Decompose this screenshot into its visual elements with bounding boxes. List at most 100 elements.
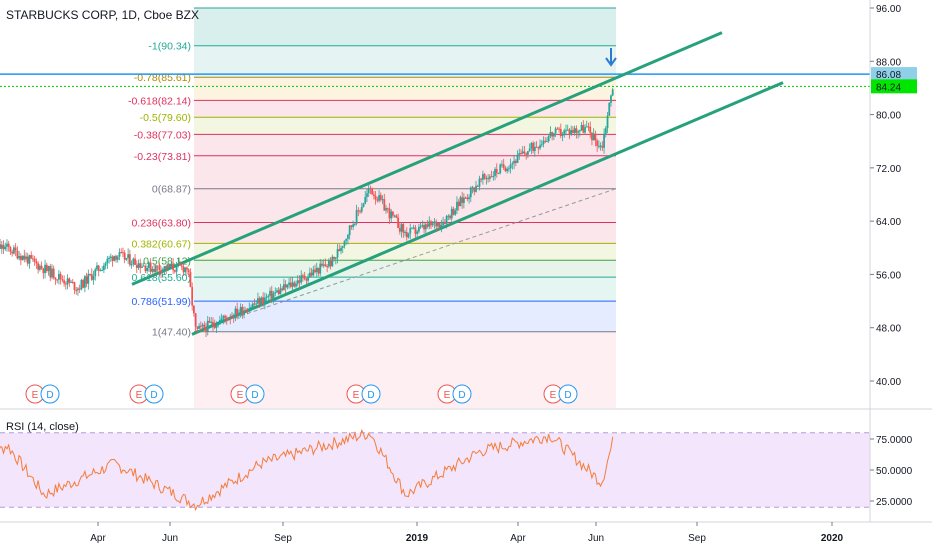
- candle-body: [141, 266, 143, 268]
- candle-body: [11, 251, 14, 254]
- candle-body: [433, 221, 436, 224]
- candle-body: [308, 272, 311, 277]
- candle-body: [397, 217, 400, 229]
- candle-body: [87, 273, 90, 284]
- candle-body: [369, 188, 372, 190]
- candle-body: [417, 226, 420, 232]
- candle-body: [217, 324, 220, 326]
- candle-body: [33, 258, 36, 262]
- fib-zone: [194, 45, 616, 78]
- candle-body: [582, 125, 585, 133]
- candle-body: [82, 279, 85, 288]
- price-tick-label: 40.00: [876, 377, 901, 388]
- candle-body: [246, 310, 249, 312]
- fib-label: -1(90.34): [148, 41, 191, 53]
- candle-body: [603, 133, 605, 148]
- candle-body: [54, 277, 57, 280]
- dividend-letter: D: [46, 390, 53, 401]
- fib-label: 0.786(51.99): [131, 296, 191, 308]
- dividend-marker[interactable]: [452, 384, 472, 404]
- candle-body: [527, 151, 529, 155]
- price-badge: [871, 79, 917, 94]
- candle-body: [63, 280, 66, 284]
- channel-upper-line[interactable]: [131, 31, 723, 286]
- dividend-letter: D: [367, 390, 374, 401]
- candle-body: [544, 140, 547, 142]
- candle-body: [385, 208, 387, 211]
- candle-body: [116, 256, 119, 260]
- candle-body: [367, 188, 370, 194]
- rsi-tick-label: 75.0000: [876, 435, 913, 446]
- candle-body: [442, 222, 445, 226]
- candle-body: [409, 228, 412, 234]
- price-badge: [871, 67, 917, 82]
- channel-lower-line[interactable]: [191, 81, 784, 336]
- candle-body: [218, 320, 221, 325]
- candle-body: [554, 128, 557, 134]
- candle-body: [300, 275, 303, 283]
- candle-body: [236, 308, 239, 316]
- candle-body: [210, 321, 213, 323]
- candle-body: [212, 321, 214, 326]
- candle-body: [64, 283, 67, 285]
- rsi-band: [0, 432, 870, 508]
- candle-body: [18, 256, 21, 259]
- fib-zone: [194, 117, 616, 135]
- candle-body: [161, 269, 164, 273]
- price-axis[interactable]: 96.00 88.00 80.00 72.00 64.00 56.00 48.00 40.00…: [870, 4, 917, 388]
- candle-body: [511, 163, 514, 165]
- candle-body: [307, 276, 310, 281]
- candle-body: [468, 197, 470, 200]
- candle-body: [551, 132, 554, 137]
- candle-body: [326, 266, 329, 268]
- dividend-marker[interactable]: [361, 384, 381, 404]
- candle-body: [492, 175, 495, 177]
- candle-body: [32, 258, 34, 260]
- candle-body: [319, 263, 322, 274]
- candle-body: [556, 128, 559, 130]
- candle-body: [191, 286, 194, 306]
- candle-body: [71, 281, 74, 283]
- candle-body: [495, 169, 498, 174]
- candlestick-series: [0, 87, 614, 337]
- candle-body: [115, 255, 117, 260]
- candle-body: [353, 223, 356, 225]
- dividend-letter: D: [458, 390, 465, 401]
- dividend-marker[interactable]: [558, 384, 578, 404]
- dividend-marker[interactable]: [144, 384, 164, 404]
- candle-body: [570, 130, 573, 135]
- fib-zone: [194, 301, 616, 332]
- candle-body: [73, 282, 76, 291]
- candle-body: [173, 270, 176, 272]
- candle-body: [497, 173, 500, 175]
- candle-body: [501, 164, 503, 166]
- candle-body: [462, 197, 465, 203]
- candle-body: [196, 326, 199, 329]
- time-axis[interactable]: Apr Jun Sep 2019 Apr Jun Sep 2020: [90, 522, 844, 544]
- candle-body: [443, 222, 446, 224]
- candle-body: [359, 211, 361, 213]
- candle-body: [513, 160, 515, 164]
- dividend-marker[interactable]: [245, 384, 265, 404]
- dividend-marker[interactable]: [40, 384, 60, 404]
- candle-body: [329, 260, 332, 267]
- candle-body: [194, 313, 197, 327]
- candle-body: [520, 153, 522, 155]
- candle-body: [317, 267, 320, 274]
- dividend-letter: D: [251, 390, 258, 401]
- trend-channel[interactable]: [131, 31, 784, 336]
- candle-body: [490, 176, 493, 178]
- rsi-axis[interactable]: 75.0000 50.0000 25.0000: [870, 435, 913, 508]
- candle-body: [206, 320, 209, 332]
- candle-body: [128, 254, 131, 265]
- earnings-letter: E: [32, 390, 39, 401]
- candle-body: [101, 269, 104, 271]
- candle-body: [589, 126, 592, 133]
- candle-body: [578, 130, 581, 132]
- candle-body: [348, 225, 351, 236]
- candle-body: [471, 187, 474, 189]
- fib-label: -0.5(79.60): [140, 112, 191, 124]
- candle-body: [546, 141, 548, 143]
